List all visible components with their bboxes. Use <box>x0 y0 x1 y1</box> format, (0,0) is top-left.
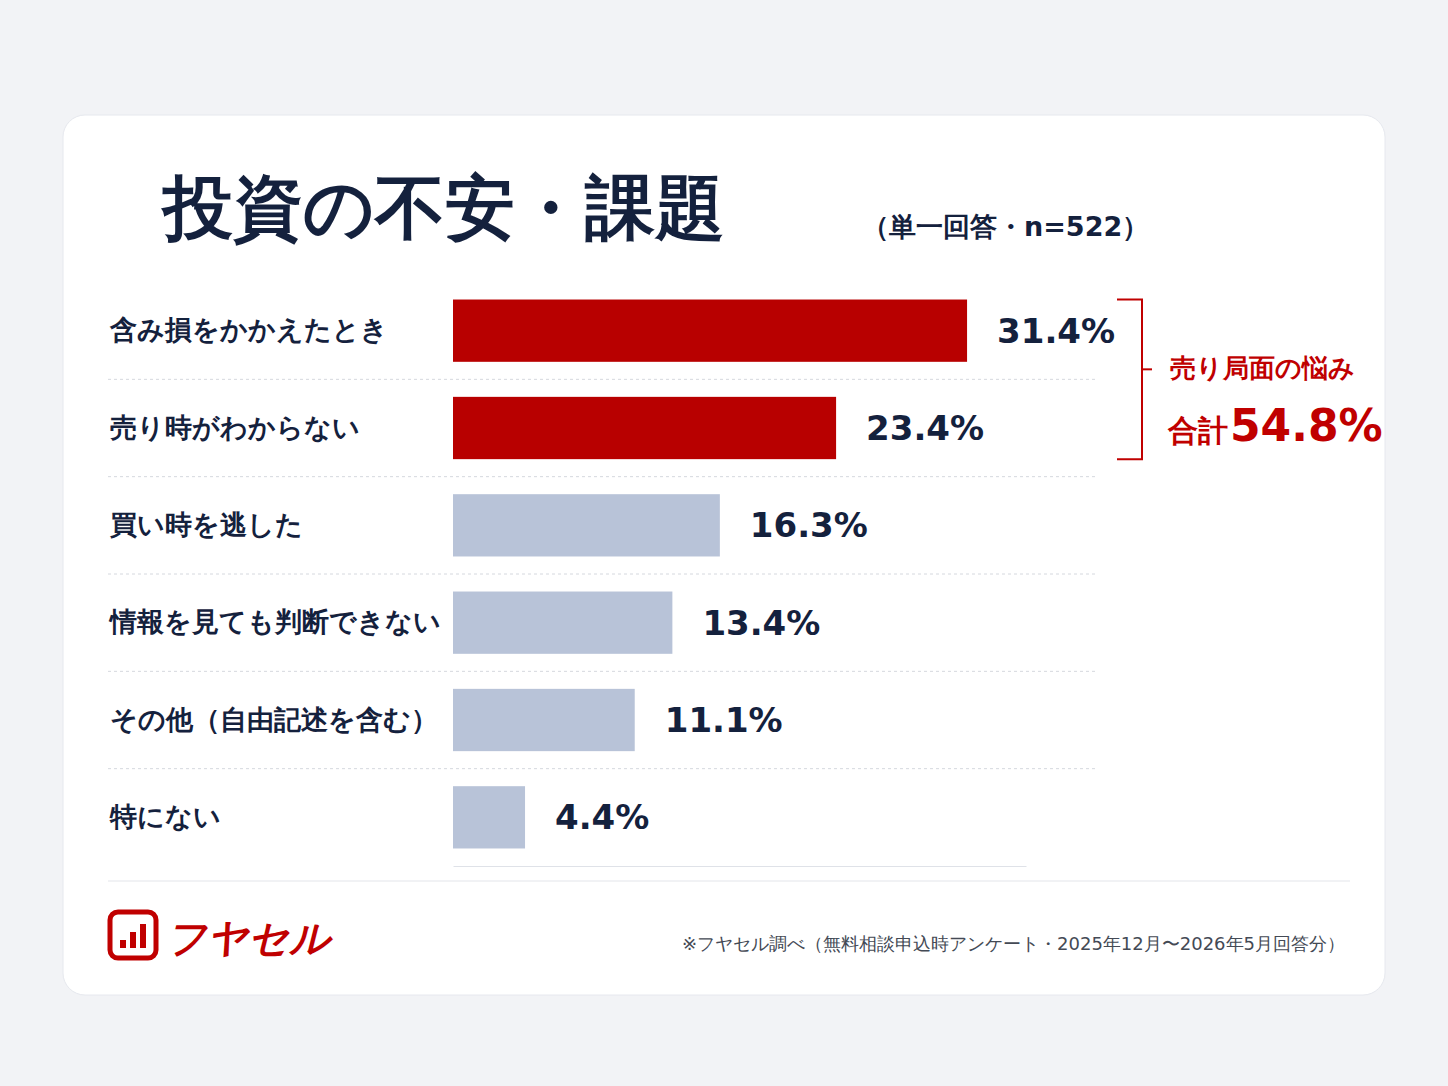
row-separator <box>108 768 1095 769</box>
data-label: 11.1% <box>665 700 783 740</box>
y-tick-label: 含み損をかかえたとき <box>109 314 388 345</box>
y-tick: 情報を見ても判断できない <box>108 606 441 637</box>
x-axis <box>454 866 1027 867</box>
bar <box>453 786 525 848</box>
annotation-total: 合計54.8% <box>1167 400 1383 451</box>
y-tick-label: 特にない <box>109 801 221 832</box>
chart-root: 投資の不安・課題 （単一回答・n=522） 31.4% 23.4% 16.3% 13.4%… <box>0 0 1448 1086</box>
row-separator <box>108 476 1095 477</box>
bracket <box>1117 300 1142 460</box>
y-tick: その他（自由記述を含む） <box>110 704 438 735</box>
y-axis: 含み損をかかえたとき売り時がわからない買い時を逃した情報を見ても判断できないその… <box>108 314 441 832</box>
annotation-total-value: 54.8% <box>1230 400 1383 451</box>
logo-bar <box>130 932 136 948</box>
logo-icon <box>110 912 156 958</box>
brand: フヤセル <box>166 915 333 961</box>
data-label: 4.4% <box>555 797 649 837</box>
y-tick: 買い時を逃した <box>110 509 303 540</box>
logo-bar <box>120 940 126 948</box>
bar <box>453 592 672 654</box>
bracket-tick <box>1142 368 1152 370</box>
footer-divider <box>108 881 1350 882</box>
y-tick-label: 売り時がわからない <box>110 412 360 443</box>
logo-frame <box>110 912 156 958</box>
bar <box>453 689 635 751</box>
bars <box>453 300 967 849</box>
data-label: 13.4% <box>702 603 820 643</box>
row-separator <box>108 671 1095 672</box>
y-tick: 売り時がわからない <box>110 412 360 443</box>
data-label: 16.3% <box>750 505 868 545</box>
annotation-total-label: 合計 <box>1167 413 1228 448</box>
bar <box>453 397 836 459</box>
logo-bar <box>140 924 146 948</box>
y-tick: 特にない <box>109 801 221 832</box>
data-label: 31.4% <box>997 311 1115 351</box>
y-tick: 含み損をかかえたとき <box>109 314 388 345</box>
source-note: ※フヤセル調べ（無料相談申込時アンケート・2025年12月〜2026年5月回答分… <box>682 933 1345 954</box>
bar <box>453 300 967 362</box>
subtitle: （単一回答・n=522） <box>862 211 1149 242</box>
x-axis-line <box>454 866 1027 867</box>
row-separator <box>108 379 1095 380</box>
row-separator <box>108 574 1095 575</box>
card <box>63 115 1385 995</box>
title: 投資の不安・課題 <box>160 167 725 249</box>
y-tick-label: その他（自由記述を含む） <box>110 704 438 735</box>
bar <box>453 494 720 556</box>
background <box>0 0 1448 1086</box>
y-tick-label: 買い時を逃した <box>110 509 303 540</box>
y-tick-label: 情報を見ても判断できない <box>108 606 441 637</box>
data-label: 23.4% <box>866 408 984 448</box>
annotation-text: 売り局面の悩み <box>1170 353 1355 383</box>
